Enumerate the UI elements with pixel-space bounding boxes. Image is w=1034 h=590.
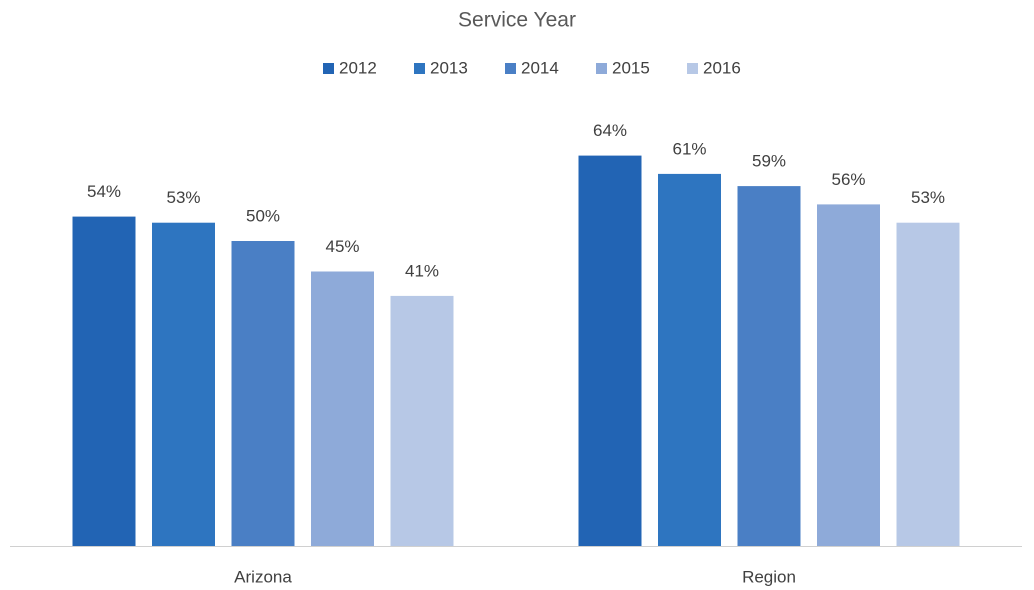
bar <box>152 222 215 546</box>
bar <box>311 271 374 546</box>
legend-swatch <box>323 63 334 74</box>
data-label: 41% <box>405 261 439 280</box>
bar <box>737 186 801 546</box>
x-tick-label: Arizona <box>234 567 292 586</box>
data-label: 50% <box>246 206 280 225</box>
data-label: 54% <box>87 182 121 201</box>
legend-label: 2015 <box>612 58 650 77</box>
data-label: 56% <box>831 170 865 189</box>
bar <box>72 216 136 546</box>
bar <box>658 173 721 546</box>
x-tick-label: Region <box>742 567 796 586</box>
bar <box>578 155 642 546</box>
data-label: 45% <box>325 237 359 256</box>
legend-swatch <box>414 63 425 74</box>
bar <box>390 295 454 546</box>
legend-label: 2013 <box>430 58 468 77</box>
data-label: 53% <box>911 188 945 207</box>
legend-label: 2012 <box>339 58 377 77</box>
legend-swatch <box>596 63 607 74</box>
data-label: 53% <box>166 188 200 207</box>
data-label: 59% <box>752 152 786 171</box>
chart-title: Service Year <box>458 9 576 32</box>
legend-label: 2016 <box>703 58 741 77</box>
bar <box>231 241 295 546</box>
bar <box>817 204 880 546</box>
legend-label: 2014 <box>521 58 559 77</box>
bar <box>896 222 960 546</box>
legend-swatch <box>505 63 516 74</box>
data-label: 64% <box>593 121 627 140</box>
data-label: 61% <box>672 139 706 158</box>
legend-swatch <box>687 63 698 74</box>
